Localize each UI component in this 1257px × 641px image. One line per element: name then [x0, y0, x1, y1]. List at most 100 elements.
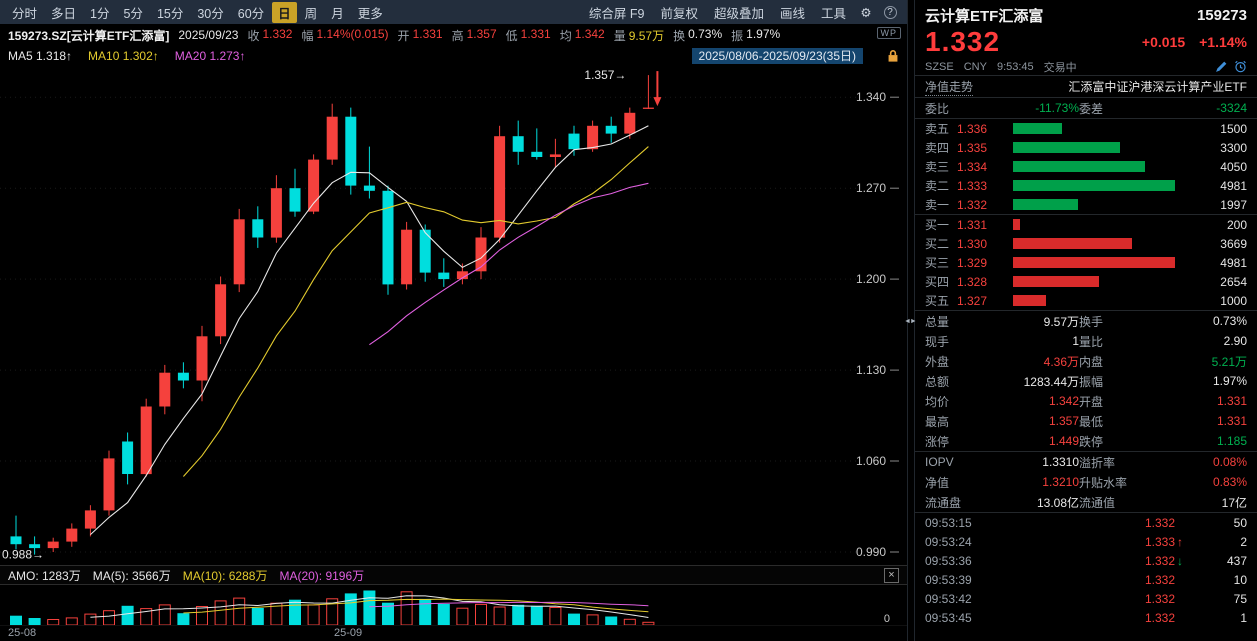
tick-time: 09:53:45 [925, 610, 972, 625]
period-60min[interactable]: 60分 [237, 6, 265, 21]
ask2-bar [1013, 180, 1189, 191]
stat-row: 最高 1.357 最低 1.331 [915, 411, 1257, 431]
composite-screen-button[interactable]: 综合屏 F9 [588, 6, 645, 21]
ask-row-3[interactable]: 卖三 1.334 4050 [915, 157, 1257, 176]
period-more[interactable]: 更多 [357, 6, 383, 21]
ask5-label: 卖五 [925, 122, 950, 136]
draw-line-button[interactable]: 画线 [779, 6, 805, 21]
svg-text:0.988→: 0.988→ [2, 548, 44, 562]
bid-row-3[interactable]: 买三 1.329 4981 [915, 253, 1257, 272]
last-price: 1.332 [925, 26, 1001, 57]
ask1-price: 1.332 [957, 197, 988, 212]
alert-icon[interactable] [1234, 60, 1247, 73]
stat-value: 1.331 [1216, 414, 1247, 428]
tick-price: 1.332 [1144, 515, 1175, 530]
fund-stat-row: 净值 1.3210 升贴水率 0.83% [915, 472, 1257, 492]
ask3-bar [1013, 161, 1189, 172]
change-value: 1.14%(0.015) [316, 26, 389, 41]
ask5-price: 1.336 [957, 121, 988, 136]
stat-label: 总量 [925, 314, 950, 329]
stat-row: 现手 1 量比 2.90 [915, 331, 1257, 351]
bid4-qty: 2654 [1220, 274, 1247, 289]
low-label: 低 [505, 28, 518, 43]
bid5-price: 1.327 [957, 293, 988, 308]
period-15min[interactable]: 15分 [156, 6, 184, 21]
panel-splitter[interactable]: ◄► [904, 0, 917, 641]
fund-stat-row: IOPV 1.3310 溢折率 0.08% [915, 452, 1257, 472]
date-range-selector[interactable]: 2025/08/06-2025/09/23(35日) [691, 48, 863, 64]
kline-canvas[interactable]: 1.340 1.270 1.200 1.130 1.060 0.990 1.357→ 0.98… [0, 66, 907, 565]
kline-chart[interactable]: 1.340 1.270 1.200 1.130 1.060 0.990 1.357→ 0.98… [0, 66, 907, 565]
ask4-price: 1.335 [957, 140, 988, 155]
period-5min[interactable]: 5分 [123, 6, 143, 21]
gear-icon[interactable]: ⚙ [860, 5, 872, 20]
tools-button[interactable]: 工具 [820, 6, 846, 21]
period-1min[interactable]: 1分 [90, 6, 110, 21]
ask1-bar [1013, 199, 1189, 210]
ask2-qty: 4981 [1220, 178, 1247, 193]
change-label: 幅 [301, 28, 314, 43]
tick-trade-row: 09:53:42 1.332 75 [915, 589, 1257, 608]
volume-chart[interactable]: 0 [0, 585, 907, 625]
svg-text:1.340: 1.340 [856, 90, 886, 104]
stat-label: 现手 [925, 334, 950, 349]
edit-icon[interactable] [1215, 60, 1228, 73]
ask-row-5[interactable]: 卖五 1.336 1500 [915, 119, 1257, 138]
close-indicator-icon[interactable]: × [884, 567, 899, 583]
stat-label: 均价 [925, 394, 950, 409]
bid1-label: 买一 [925, 218, 950, 232]
help-icon[interactable]: ? [883, 5, 897, 19]
bid-row-4[interactable]: 买四 1.328 2654 [915, 272, 1257, 291]
tick-trade-row: 09:53:45 1.332 1 [915, 608, 1257, 627]
bid5-bar [1013, 295, 1189, 306]
wp-watermark: WP [876, 27, 901, 39]
tick-price: 1.332 [1144, 610, 1175, 625]
period-30min[interactable]: 30分 [197, 6, 224, 21]
period-fenshi[interactable]: 分时 [12, 6, 38, 21]
tick-trade-row: 09:53:39 1.332 10 [915, 570, 1257, 589]
tick-time: 09:53:36 [925, 553, 972, 568]
bid-row-2[interactable]: 买二 1.330 3669 [915, 234, 1257, 253]
ask5-qty: 1500 [1220, 121, 1247, 136]
collapse-handle-icon[interactable]: ◄► [904, 318, 917, 325]
tick-price: 1.332 [1144, 591, 1175, 606]
super-overlay-button[interactable]: 超级叠加 [713, 6, 764, 21]
stat-label: 流通盘 [925, 495, 962, 510]
volume-canvas[interactable]: 0 [0, 585, 907, 625]
close-value: 1.332 [262, 26, 293, 41]
weicha-label: 委差 [1079, 101, 1104, 116]
price-change-percent: +1.14% [1199, 34, 1247, 50]
stat-value: 13.08亿 [1036, 495, 1079, 510]
stat-label: 跌停 [1079, 434, 1104, 449]
period-weekly[interactable]: 周 [304, 6, 318, 21]
ask-row-1[interactable]: 卖一 1.332 1997 [915, 195, 1257, 214]
stat-value: 1.97% [1212, 374, 1247, 388]
stat-label: 流通值 [1079, 495, 1116, 510]
tick-qty: 10 [1233, 572, 1247, 587]
ask-row-2[interactable]: 卖二 1.333 4981 [915, 176, 1257, 195]
avg-value: 1.342 [574, 26, 605, 41]
stat-value: 1.449 [1048, 434, 1079, 448]
bid-row-5[interactable]: 买五 1.327 1000 [915, 291, 1257, 310]
bid-row-1[interactable]: 买一 1.331 200 [915, 215, 1257, 234]
bid3-label: 买三 [925, 256, 950, 270]
ask1-qty: 1997 [1220, 197, 1247, 212]
ask-row-4[interactable]: 卖四 1.335 3300 [915, 138, 1257, 157]
period-daily[interactable]: 日 [272, 1, 297, 23]
lock-icon[interactable] [887, 49, 899, 63]
exchange-label: SZSE [925, 60, 954, 73]
fund-full-name: 汇添富中证沪港深云计算产业ETF [1068, 80, 1247, 94]
period-duori[interactable]: 多日 [51, 6, 77, 21]
period-monthly[interactable]: 月 [331, 6, 344, 21]
amo-indicator-bar: AMO: 1283万 MA(5): 3566万 MA(10): 6288万 MA… [0, 565, 907, 585]
tick-qty: 75 [1233, 591, 1247, 606]
trading-status: 交易中 [1043, 61, 1077, 74]
info-bar: 159273.SZ[云计算ETF汇添富] 2025/09/23 收 1.332 幅… [0, 24, 907, 46]
bid3-price: 1.329 [957, 255, 988, 270]
high-label: 高 [451, 28, 464, 43]
tick-direction-icon: ↓ [1177, 553, 1183, 568]
nav-trend-link[interactable]: 净值走势 [925, 79, 974, 96]
stat-row: 涨停 1.449 跌停 1.185 [915, 431, 1257, 451]
forward-adjust-button[interactable]: 前复权 [660, 6, 698, 21]
quote-panel: 云计算ETF汇添富 159273 1.332 +0.015 +1.14% SZS… [915, 0, 1257, 641]
